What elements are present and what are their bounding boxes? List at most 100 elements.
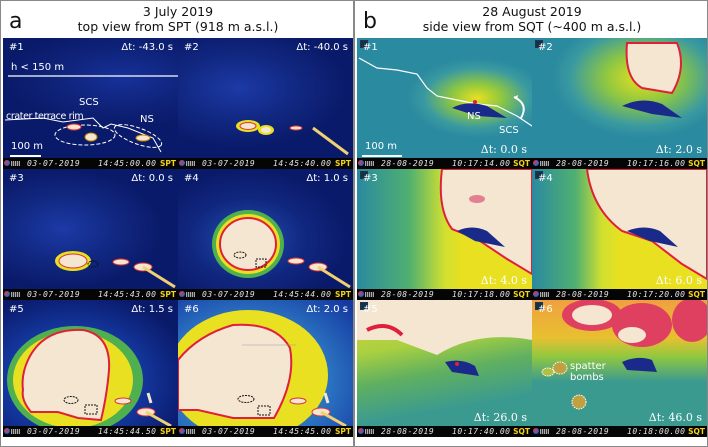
- ingv-logo-icon: [186, 161, 195, 166]
- station: SPT: [159, 427, 176, 436]
- thermal-overlay: [178, 310, 347, 426]
- time: 14:45:43.00: [98, 290, 157, 299]
- spatter-label-line1: spatter: [570, 361, 606, 372]
- timestamp-bar: 28-08-2019 10:17:20.00 SQT: [532, 289, 707, 300]
- time: 10:17:16.00: [627, 159, 686, 168]
- panel-title: 3 July 2019 top view from SPT (918 m a.s…: [1, 4, 355, 34]
- station: SQT: [513, 159, 530, 168]
- ingv-logo-icon: [540, 292, 549, 297]
- frame-number: #6: [184, 304, 199, 315]
- title-date: 28 August 2019: [482, 4, 582, 19]
- frame-number: #3: [363, 173, 378, 184]
- celsius-icon: [360, 302, 368, 310]
- thermal-frame: #2 Δt: 2.0 s 28-08-2019 10:17:16.00 SQT: [532, 38, 707, 169]
- panel-letter: b: [363, 9, 377, 34]
- title-view: top view from SPT (918 m a.s.l.): [77, 19, 279, 34]
- panel-b: b 28 August 2019 side view from SQT (~40…: [354, 0, 708, 447]
- frame-grid: #1 NS SCS 100 m Δt: 0.0 s 28-08-2019 10:…: [357, 38, 707, 437]
- globe-icon: [533, 291, 539, 297]
- date: 28-08-2019: [381, 427, 435, 436]
- time: 10:17:40.00: [452, 427, 511, 436]
- thermal-frame: #5 Δt: 1.5 s 03-07-2019 14:45:44.50 SPT: [3, 300, 178, 437]
- timestamp-bar: 03-07-2019 14:45:40.00 SPT: [178, 158, 353, 169]
- frame-number: #5: [9, 304, 24, 315]
- celsius-icon: [535, 302, 543, 310]
- timestamp-bar: 28-08-2019 10:17:18.00 SQT: [357, 289, 532, 300]
- thermal-frame: #1 NS SCS 100 m Δt: 0.0 s 28-08-2019 10:…: [357, 38, 532, 169]
- thermal-image: [178, 38, 353, 158]
- ingv-logo-icon: [11, 292, 20, 297]
- station: SPT: [334, 290, 351, 299]
- time: 10:17:18.00: [452, 290, 511, 299]
- time-offset: Δt: 0.0 s: [131, 173, 173, 184]
- scale-label: 100 m: [11, 141, 44, 152]
- thermal-overlay: [541, 300, 707, 410]
- globe-icon: [179, 428, 185, 434]
- date: 03-07-2019: [27, 290, 81, 299]
- ingv-logo-icon: [365, 161, 374, 166]
- thermal-overlay: [7, 326, 172, 426]
- ns-label: NS: [140, 114, 154, 125]
- timestamp-bar: 03-07-2019 14:45:00.00 SPT: [3, 158, 178, 169]
- time-offset: Δt: 6.0 s: [655, 274, 702, 287]
- thermal-overlay: [55, 251, 176, 289]
- ingv-logo-icon: [186, 429, 195, 434]
- thermal-frame: #4 Δt: 6.0 s 28-08-2019 10:17:20.00 SQT: [532, 169, 707, 300]
- thermal-frame: #2 Δt: -40.0 s 03-07-2019 14:45:40.00 SP…: [178, 38, 353, 169]
- date: 28-08-2019: [556, 427, 610, 436]
- frame-number: #6: [538, 304, 553, 315]
- ns-label: NS: [467, 111, 481, 122]
- station: SPT: [334, 159, 351, 168]
- time-offset: Δt: 0.0 s: [480, 143, 527, 156]
- thermal-overlay: [585, 169, 707, 281]
- time: 10:17:20.00: [627, 290, 686, 299]
- date: 28-08-2019: [381, 159, 435, 168]
- thermal-overlay: [439, 169, 532, 276]
- thermal-overlay: [622, 42, 682, 118]
- celsius-icon: [535, 171, 543, 179]
- time-offset: Δt: 2.0 s: [655, 143, 702, 156]
- station: SQT: [688, 290, 705, 299]
- date: 03-07-2019: [202, 290, 256, 299]
- globe-icon: [358, 160, 364, 166]
- ingv-logo-icon: [365, 292, 374, 297]
- height-label: h < 150 m: [11, 62, 65, 73]
- time: 10:18:00.00: [627, 427, 686, 436]
- frame-number: #4: [538, 173, 553, 184]
- time: 14:45:44.50: [98, 427, 157, 436]
- frame-grid: #1 Δt: -43.0 s h < 150 m SCS NS crater t…: [3, 38, 353, 437]
- time-offset: Δt: 46.0 s: [648, 411, 702, 424]
- time-offset: Δt: 1.5 s: [131, 304, 173, 315]
- timestamp-bar: 03-07-2019 14:45:44.50 SPT: [3, 426, 178, 437]
- timestamp-bar: 03-07-2019 14:45:45.00 SPT: [178, 426, 353, 437]
- time: 14:45:00.00: [98, 159, 157, 168]
- date: 28-08-2019: [381, 290, 435, 299]
- time: 14:45:44.00: [273, 290, 332, 299]
- ingv-logo-icon: [186, 292, 195, 297]
- celsius-icon: [360, 40, 368, 48]
- time-offset: Δt: -43.0 s: [121, 42, 173, 53]
- globe-icon: [179, 160, 185, 166]
- panel-title: 28 August 2019 side view from SQT (~400 …: [355, 4, 708, 34]
- frame-number: #1: [363, 42, 378, 53]
- annotation-overlay: [4, 75, 178, 157]
- thermal-overlay: [212, 210, 351, 289]
- thermal-frame: #1 Δt: -43.0 s h < 150 m SCS NS crater t…: [3, 38, 178, 169]
- station: SPT: [159, 159, 176, 168]
- frame-number: #1: [9, 42, 24, 53]
- station: SQT: [688, 427, 705, 436]
- date: 28-08-2019: [556, 159, 610, 168]
- time: 14:45:40.00: [273, 159, 332, 168]
- thermal-frame: #3 Δt: 4.0 s 28-08-2019 10:17:18.00 SQT: [357, 169, 532, 300]
- thermal-overlay: [236, 120, 349, 156]
- date: 03-07-2019: [27, 159, 81, 168]
- time-offset: Δt: 1.0 s: [306, 173, 348, 184]
- scs-label: SCS: [79, 97, 99, 108]
- thermal-overlay: [357, 300, 532, 376]
- globe-icon: [4, 428, 10, 434]
- timestamp-bar: 03-07-2019 14:45:44.00 SPT: [178, 289, 353, 300]
- station: SPT: [334, 427, 351, 436]
- time: 14:45:45.00: [273, 427, 332, 436]
- thermal-frame: #3 Δt: 0.0 s 03-07-2019 14:45:43.00 SPT: [3, 169, 178, 300]
- station: SQT: [513, 290, 530, 299]
